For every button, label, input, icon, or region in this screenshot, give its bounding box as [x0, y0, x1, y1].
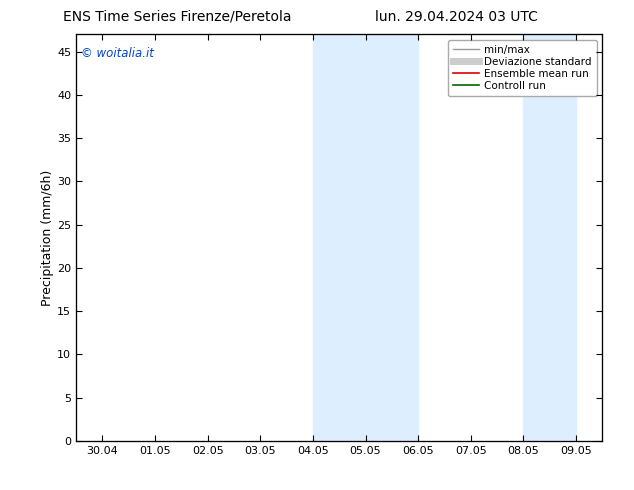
Text: © woitalia.it: © woitalia.it [81, 47, 154, 59]
Legend: min/max, Deviazione standard, Ensemble mean run, Controll run: min/max, Deviazione standard, Ensemble m… [448, 40, 597, 96]
Text: ENS Time Series Firenze/Peretola: ENS Time Series Firenze/Peretola [63, 10, 292, 24]
Bar [523, 34, 576, 441]
Bar [313, 34, 418, 441]
Text: lun. 29.04.2024 03 UTC: lun. 29.04.2024 03 UTC [375, 10, 538, 24]
Y-axis label: Precipitation (mm/6h): Precipitation (mm/6h) [41, 170, 55, 306]
